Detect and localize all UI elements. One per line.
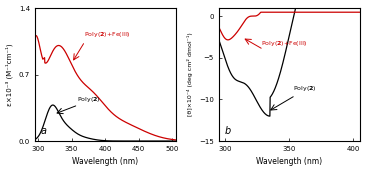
Text: Poly($\bf{2}$): Poly($\bf{2}$)	[293, 84, 317, 93]
Text: Poly($\bf{2}$)+Fe(III): Poly($\bf{2}$)+Fe(III)	[261, 39, 308, 48]
Text: Poly($\bf{2}$)+Fe(III): Poly($\bf{2}$)+Fe(III)	[84, 30, 130, 39]
Y-axis label: ε×10⁻³ (M⁻¹cm⁻¹): ε×10⁻³ (M⁻¹cm⁻¹)	[5, 43, 13, 106]
Text: b: b	[224, 126, 231, 136]
Text: a: a	[40, 126, 46, 136]
X-axis label: Wavelength (nm): Wavelength (nm)	[72, 157, 138, 166]
Y-axis label: [θ]×10⁻⁴ (deg cm² dmol⁻¹): [θ]×10⁻⁴ (deg cm² dmol⁻¹)	[187, 33, 194, 116]
Text: Poly($\bf{2}$): Poly($\bf{2}$)	[77, 95, 101, 104]
X-axis label: Wavelength (nm): Wavelength (nm)	[256, 157, 322, 166]
